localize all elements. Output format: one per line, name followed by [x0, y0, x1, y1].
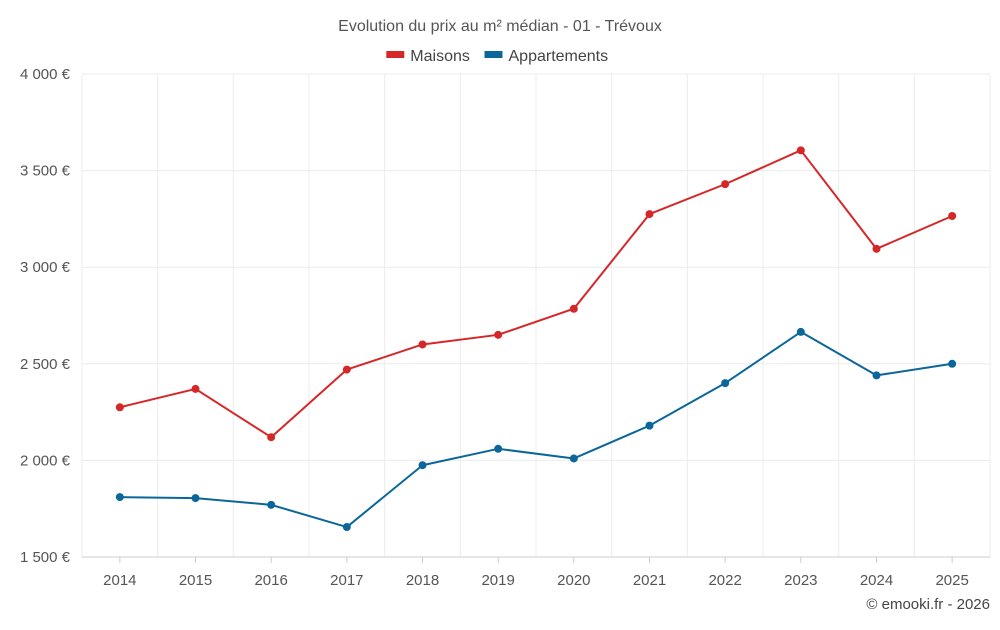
x-tick-label: 2015 [179, 572, 212, 589]
data-point-appartements[interactable] [948, 359, 957, 368]
data-point-appartements[interactable] [115, 493, 124, 502]
legend-item-appartements[interactable]: Appartements [484, 48, 609, 65]
legend: Maisons Appartements [386, 48, 608, 65]
data-point-appartements[interactable] [872, 371, 881, 380]
data-point-appartements[interactable] [342, 523, 351, 532]
y-tick-label: 2 000 € [20, 452, 71, 469]
data-point-maisons[interactable] [872, 244, 881, 253]
x-tick-label: 2019 [481, 572, 514, 589]
data-point-appartements[interactable] [191, 494, 200, 503]
legend-label-appartements: Appartements [509, 48, 609, 65]
data-point-maisons[interactable] [115, 403, 124, 412]
x-tick-label: 2017 [330, 572, 363, 589]
y-tick-label: 1 500 € [20, 549, 71, 566]
axes: 1 500 € 2 000 € 2 500 € 3 000 € 3 500 € 4 000… [20, 66, 990, 589]
data-point-appartements[interactable] [721, 379, 730, 388]
legend-label-maisons: Maisons [410, 48, 470, 65]
data-point-maisons[interactable] [191, 384, 200, 393]
data-point-maisons[interactable] [267, 433, 276, 442]
data-point-appartements[interactable] [569, 454, 578, 463]
series-line-appartements [119, 330, 953, 529]
chart-title: Evolution du prix au m² médian - 01 - Tr… [338, 18, 662, 35]
x-tick-label: 2022 [708, 572, 741, 589]
legend-item-maisons[interactable]: Maisons [386, 48, 470, 65]
legend-swatch-maisons [386, 51, 405, 58]
y-tick-label: 3 500 € [20, 163, 71, 180]
data-point-maisons[interactable] [948, 212, 957, 221]
data-point-maisons[interactable] [645, 210, 654, 219]
y-tick-label: 3 000 € [20, 259, 71, 276]
series-layer [115, 146, 957, 532]
data-point-appartements[interactable] [267, 500, 276, 509]
series-line-maisons [119, 149, 953, 439]
x-tick-label: 2018 [406, 572, 439, 589]
data-point-appartements[interactable] [494, 444, 503, 453]
data-point-appartements[interactable] [645, 421, 654, 430]
x-tick-label: 2016 [254, 572, 287, 589]
x-tick-label: 2023 [784, 572, 817, 589]
grid [81, 73, 991, 557]
y-tick-label: 2 500 € [20, 356, 71, 373]
x-tick-label: 2020 [557, 572, 590, 589]
data-point-maisons[interactable] [796, 146, 805, 155]
y-tick-label: 4 000 € [20, 66, 71, 83]
x-tick-label: 2014 [103, 572, 136, 589]
data-point-maisons[interactable] [721, 180, 730, 189]
x-tick-label: 2025 [935, 572, 968, 589]
x-tick-label: 2021 [633, 572, 666, 589]
data-point-maisons[interactable] [494, 330, 503, 339]
legend-swatch-appartements [484, 51, 503, 58]
data-point-maisons[interactable] [342, 365, 351, 374]
x-tick-label: 2024 [860, 572, 893, 589]
credit-text: © emooki.fr - 2026 [866, 596, 990, 613]
data-point-maisons[interactable] [418, 340, 427, 349]
data-point-appartements[interactable] [796, 327, 805, 336]
data-point-maisons[interactable] [569, 304, 578, 313]
data-point-appartements[interactable] [418, 461, 427, 470]
